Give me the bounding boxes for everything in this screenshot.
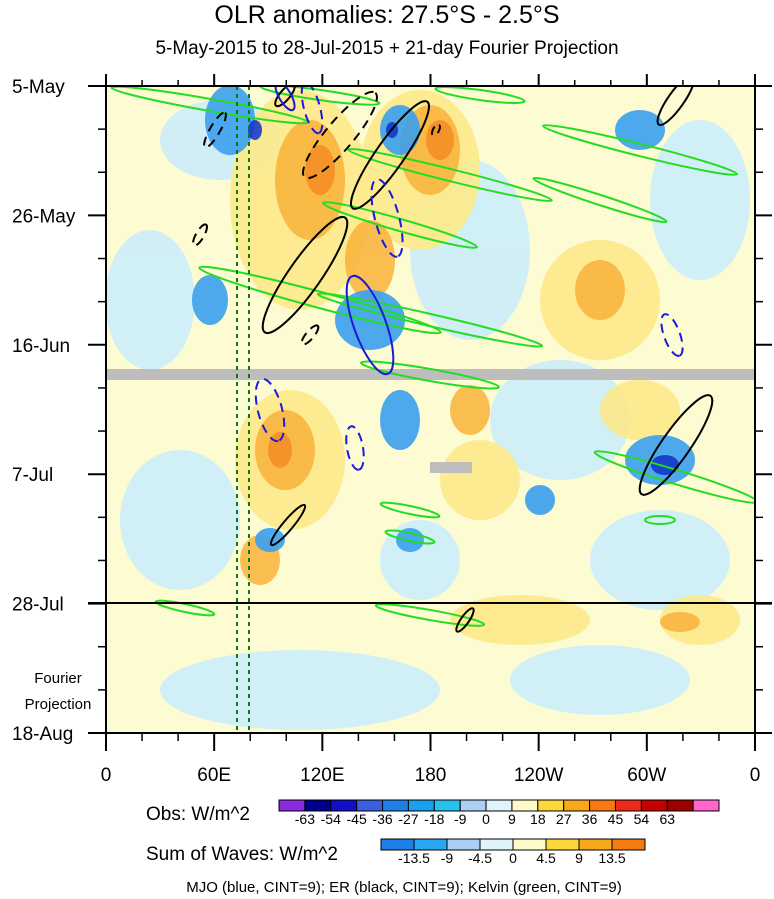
colorbar-level-label: 54 — [634, 811, 650, 827]
y-axis: 5-May 26-May 16-Jun 7-Jul 28-Jul 18-Aug — [12, 77, 772, 745]
colorbar-level-label: -54 — [321, 811, 341, 827]
obs-colorbar-label: Obs: W/m^2 — [146, 804, 250, 825]
colorbar-level-label: -4.5 — [468, 850, 492, 866]
colorbar-swatch — [545, 838, 580, 851]
projection-label-line2: Projection — [25, 696, 92, 713]
colorbar-swatch — [446, 838, 481, 851]
colorbar-level-label: 45 — [608, 811, 624, 827]
colorbar-level-label: -45 — [347, 811, 367, 827]
olr-anomaly-field — [106, 86, 755, 733]
colorbar-swatch — [511, 799, 539, 812]
colorbar-level-label: 27 — [556, 811, 572, 827]
chart-title: OLR anomalies: 27.5°S - 2.5°S — [214, 1, 560, 29]
colorbar-swatch — [433, 799, 461, 812]
colorbar-swatch — [589, 799, 616, 812]
x-tick-label: 0 — [101, 765, 112, 786]
missing-data-band — [106, 369, 755, 380]
footnote: MJO (blue, CINT=9); ER (black, CINT=9); … — [186, 879, 622, 896]
x-tick-label: 0 — [750, 765, 761, 786]
waves-colorbar-label: Sum of Waves: W/m^2 — [146, 844, 338, 865]
colorbar-swatch — [459, 799, 487, 812]
colorbar-swatch — [611, 838, 646, 851]
colorbar-swatch — [479, 838, 514, 851]
colorbar-swatch — [485, 799, 513, 812]
colorbar-level-label: -18 — [424, 811, 444, 827]
x-axis: 0 60E 120E 180 120W 60W 0 — [101, 74, 761, 786]
chart-subtitle: 5-May-2015 to 28-Jul-2015 + 21-day Fouri… — [155, 38, 619, 59]
y-tick-label: 5-May — [12, 77, 65, 98]
x-tick-label: 60E — [197, 765, 231, 786]
mjo-wave-negative-contours — [254, 86, 684, 471]
colorbar-level-label: 13.5 — [598, 850, 625, 866]
colorbar-swatch — [330, 799, 358, 812]
obs-colorbar: -63 -54 -45 -36 -27 -18 -9 0 9 18 27 36 45 54 63 — [278, 799, 720, 827]
colorbar-level-label: 0 — [509, 850, 517, 866]
colorbar-swatch — [666, 799, 694, 812]
colorbar-level-label: 9 — [508, 811, 516, 827]
colorbar-swatch — [537, 799, 565, 812]
colorbar-level-label: 36 — [582, 811, 598, 827]
colorbar-swatch — [578, 838, 613, 851]
colorbar-swatch — [356, 799, 384, 812]
colorbar-swatch — [407, 799, 435, 812]
y-tick-label: 26-May — [12, 206, 76, 227]
x-tick-label: 120E — [300, 765, 344, 786]
waves-colorbar: -13.5 -9 -4.5 0 4.5 9 13.5 — [380, 838, 646, 866]
colorbar-swatch — [512, 838, 547, 851]
kelvin-wave-contours — [110, 86, 755, 627]
colorbar-level-label: -13.5 — [398, 850, 430, 866]
x-tick-label: 120W — [514, 765, 564, 786]
colorbar-level-label: -63 — [295, 811, 315, 827]
er-wave-negative-contours — [192, 90, 441, 346]
x-tick-label: 180 — [415, 765, 447, 786]
colorbar-level-label: -9 — [441, 850, 454, 866]
colorbar-level-label: -36 — [372, 811, 392, 827]
mjo-wave-contours — [274, 86, 395, 376]
colorbar-swatch — [382, 799, 409, 812]
colorbar-swatch — [692, 799, 720, 812]
colorbar-swatch — [278, 799, 306, 812]
colorbar-level-label: -9 — [454, 811, 467, 827]
y-tick-label: 7-Jul — [12, 465, 53, 486]
colorbar-swatch — [304, 799, 332, 812]
colorbar-swatch — [614, 799, 642, 812]
colorbar-swatch — [380, 838, 415, 851]
colorbar-swatch — [413, 838, 448, 851]
y-tick-label: 28-Jul — [12, 595, 64, 616]
colorbar-level-label: 63 — [659, 811, 675, 827]
colorbar-level-label: 18 — [530, 811, 546, 827]
missing-data-patch — [430, 462, 472, 473]
colorbar-swatch — [563, 799, 591, 812]
colorbar-level-label: 9 — [575, 850, 583, 866]
y-tick-label: 18-Aug — [12, 724, 73, 745]
colorbar-swatch — [640, 799, 668, 812]
colorbar-level-label: 4.5 — [536, 850, 556, 866]
y-tick-label: 16-Jun — [12, 336, 70, 357]
er-wave-contours — [261, 86, 714, 633]
projection-label-line1: Fourier — [34, 670, 82, 687]
colorbar-level-label: 0 — [482, 811, 490, 827]
colorbar-level-label: -27 — [398, 811, 418, 827]
x-tick-label: 60W — [627, 765, 666, 786]
